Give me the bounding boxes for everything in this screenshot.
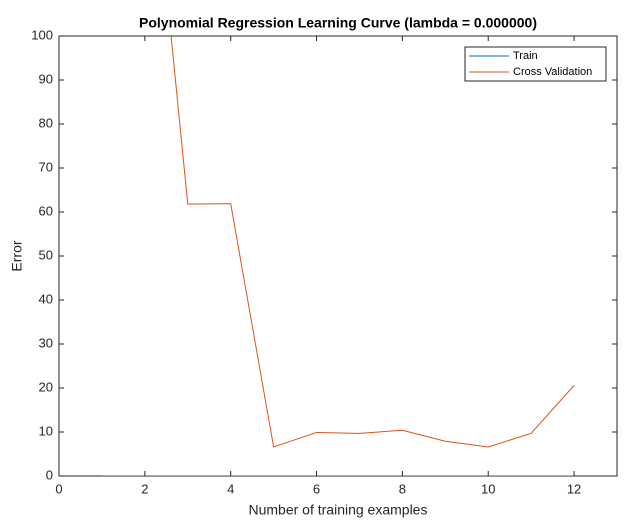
- y-tick-label: 50: [39, 247, 53, 262]
- x-axis-label: Number of training examples: [249, 502, 428, 518]
- y-tick-label: 90: [39, 71, 53, 86]
- x-tick-label: 6: [313, 481, 320, 496]
- x-tick-label: 4: [227, 481, 234, 496]
- y-axis-label: Error: [9, 240, 25, 271]
- x-tick-label: 8: [399, 481, 406, 496]
- y-tick-label: 70: [39, 159, 53, 174]
- x-tick-label: 0: [55, 481, 62, 496]
- legend-label: Train: [513, 50, 538, 62]
- legend-label: Cross Validation: [513, 66, 592, 78]
- y-tick-label: 10: [39, 423, 53, 438]
- y-tick-label: 80: [39, 115, 53, 130]
- lines: [101, 36, 575, 476]
- legend-box: [464, 46, 607, 82]
- y-tick-label: 60: [39, 203, 53, 218]
- y-tick-label: 30: [39, 335, 53, 350]
- y-tick-label: 100: [31, 27, 53, 42]
- y-tick-label: 40: [39, 291, 53, 306]
- x-tick-label: 12: [567, 481, 581, 496]
- x-tick-label: 2: [141, 481, 148, 496]
- chart-title: Polynomial Regression Learning Curve (la…: [139, 15, 537, 31]
- x-tick-label: 10: [481, 481, 495, 496]
- series-line: [170, 36, 575, 448]
- y-tick-label: 20: [39, 379, 53, 394]
- y-tick-label: 0: [46, 467, 53, 482]
- plot-area: [58, 35, 618, 477]
